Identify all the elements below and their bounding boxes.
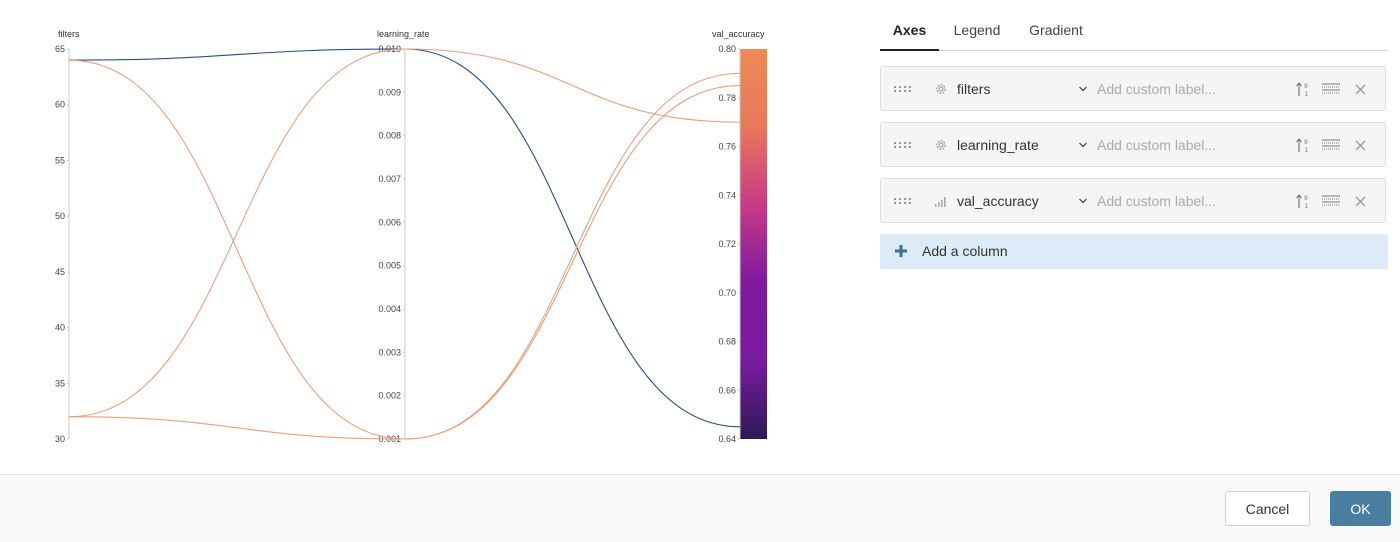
chart-svg: filters 30 35 40 45 50 55 60 65 learning_rate 0.00… <box>55 29 767 444</box>
drag-handle-icon[interactable] <box>893 197 913 205</box>
tick-label: 0.70 <box>718 288 736 298</box>
svg-text:1: 1 <box>1305 203 1309 210</box>
custom-label-input[interactable] <box>1097 134 1277 156</box>
tick-label: 45 <box>55 267 65 277</box>
svg-text:9: 9 <box>1304 139 1308 146</box>
gear-icon <box>936 140 946 150</box>
data-line <box>68 85 741 440</box>
chevron-down-icon[interactable] <box>1078 141 1088 149</box>
custom-label-input[interactable] <box>1097 78 1277 100</box>
tick-label: 0.004 <box>378 304 401 314</box>
data-line <box>68 48 741 418</box>
axis-title: learning_rate <box>377 29 430 39</box>
tab-axes[interactable]: Axes <box>880 10 939 51</box>
add-column-button[interactable]: Add a column <box>880 234 1388 269</box>
axis-row-val-accuracy: val_accuracy 91 <box>880 178 1386 223</box>
tick-label: 0.009 <box>378 87 401 97</box>
tick-label: 0.68 <box>718 337 736 347</box>
axis-title: val_accuracy <box>712 29 765 39</box>
data-line <box>68 48 741 428</box>
tick-label: 0.002 <box>378 391 401 401</box>
settings-panel: Axes Legend Gradient filters 91 <box>880 0 1388 470</box>
axis-row-learning-rate: learning_rate 91 <box>880 122 1386 167</box>
axis-name: filters <box>957 81 991 97</box>
tick-label: 0.64 <box>718 434 736 444</box>
ok-button[interactable]: OK <box>1330 491 1391 526</box>
axis-row-filters: filters 91 <box>880 66 1386 111</box>
svg-text:1: 1 <box>1305 91 1309 98</box>
svg-text:9: 9 <box>1304 195 1308 202</box>
close-icon[interactable] <box>1355 84 1366 95</box>
drag-handle-icon[interactable] <box>893 85 913 93</box>
tab-bar: Axes Legend Gradient <box>880 0 1388 51</box>
tick-label: 55 <box>55 155 65 165</box>
tick-label: 0.74 <box>718 190 736 200</box>
tick-label: 0.003 <box>378 347 401 357</box>
axis-name: learning_rate <box>957 137 1039 153</box>
lines-icon[interactable] <box>1322 194 1340 208</box>
svg-text:9: 9 <box>1304 83 1308 90</box>
accuracy-color-bar <box>740 49 767 439</box>
tick-label: 50 <box>55 211 65 221</box>
chevron-down-icon[interactable] <box>1078 85 1088 93</box>
gear-icon <box>936 84 946 94</box>
tick-label: 0.006 <box>378 217 401 227</box>
tick-label: 0.72 <box>718 239 736 249</box>
tick-label: 0.007 <box>378 174 401 184</box>
axis-name: val_accuracy <box>957 193 1039 209</box>
tick-label: 35 <box>55 378 65 388</box>
close-icon[interactable] <box>1355 140 1366 151</box>
tick-label: 0.80 <box>718 44 736 54</box>
cancel-button[interactable]: Cancel <box>1225 491 1310 526</box>
sort-icon[interactable]: 91 <box>1295 136 1311 154</box>
custom-label-input[interactable] <box>1097 190 1277 212</box>
sort-icon[interactable]: 91 <box>1295 80 1311 98</box>
tick-label: 60 <box>55 100 65 110</box>
parallel-coordinates-chart: filters 30 35 40 45 50 55 60 65 learning_rate 0.00… <box>55 29 767 444</box>
tick-label: 0.76 <box>718 142 736 152</box>
lines-icon[interactable] <box>1322 138 1340 152</box>
tick-label: 0.66 <box>718 385 736 395</box>
dialog-footer: Cancel OK <box>0 474 1400 542</box>
tab-legend[interactable]: Legend <box>953 22 1001 38</box>
svg-text:1: 1 <box>1305 147 1309 154</box>
axis-title: filters <box>58 29 80 39</box>
add-column-label: Add a column <box>922 243 1008 259</box>
bar-chart-icon <box>935 197 946 207</box>
tab-gradient[interactable]: Gradient <box>1029 22 1083 38</box>
tick-label: 30 <box>55 434 65 444</box>
sort-icon[interactable]: 91 <box>1295 192 1311 210</box>
tick-label: 65 <box>55 44 65 54</box>
tick-label: 0.005 <box>378 261 401 271</box>
tick-label: 0.008 <box>378 131 401 141</box>
drag-handle-icon[interactable] <box>893 141 913 149</box>
tick-label: 40 <box>55 323 65 333</box>
plus-icon <box>895 245 907 257</box>
chevron-down-icon[interactable] <box>1078 197 1088 205</box>
close-icon[interactable] <box>1355 196 1366 207</box>
tick-label: 0.78 <box>718 93 736 103</box>
lines-icon[interactable] <box>1322 82 1340 96</box>
